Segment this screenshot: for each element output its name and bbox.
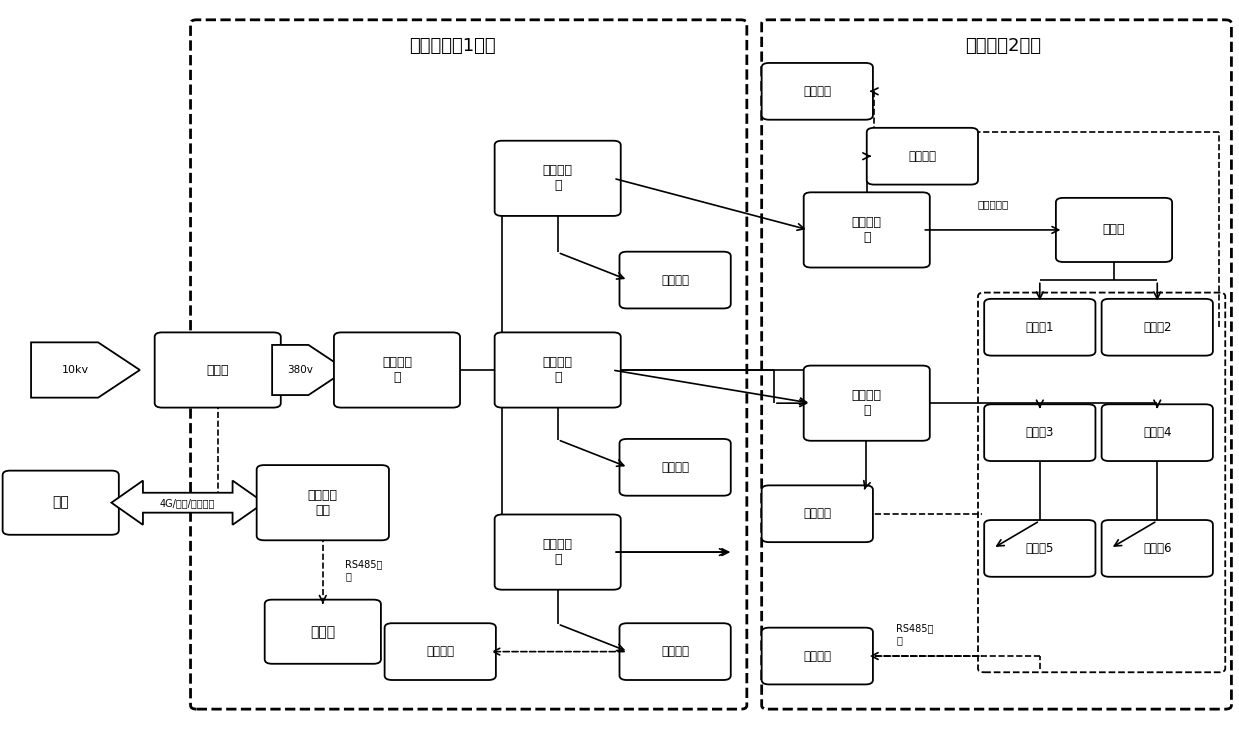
FancyBboxPatch shape xyxy=(804,192,929,268)
Text: 单相表4: 单相表4 xyxy=(1144,426,1172,439)
Text: 主站: 主站 xyxy=(52,496,69,510)
Text: 普通断路
器: 普通断路 器 xyxy=(851,216,882,244)
FancyBboxPatch shape xyxy=(620,252,731,309)
Text: 单相表5: 单相表5 xyxy=(1026,542,1054,555)
FancyBboxPatch shape xyxy=(804,366,929,441)
FancyBboxPatch shape xyxy=(384,623,496,680)
FancyBboxPatch shape xyxy=(762,628,873,684)
Text: 普通断路
器: 普通断路 器 xyxy=(543,538,572,566)
Text: 单相表1: 单相表1 xyxy=(1026,320,1054,334)
FancyBboxPatch shape xyxy=(494,514,621,590)
Text: 配电房（第1级）: 配电房（第1级） xyxy=(409,36,496,55)
FancyBboxPatch shape xyxy=(620,623,731,680)
Text: 三相表: 三相表 xyxy=(1103,223,1125,236)
Polygon shape xyxy=(112,480,264,525)
Text: 4G/光纤/中压载波: 4G/光纤/中压载波 xyxy=(160,498,216,508)
FancyBboxPatch shape xyxy=(867,128,978,184)
Text: 分支终端: 分支终端 xyxy=(426,645,455,658)
Text: 分支单元: 分支单元 xyxy=(662,645,689,658)
FancyBboxPatch shape xyxy=(494,141,621,216)
FancyBboxPatch shape xyxy=(335,332,460,408)
Text: 分支终端: 分支终端 xyxy=(803,650,831,662)
FancyBboxPatch shape xyxy=(256,465,389,540)
FancyBboxPatch shape xyxy=(984,299,1095,356)
FancyBboxPatch shape xyxy=(762,485,873,542)
Text: 单相表6: 单相表6 xyxy=(1144,542,1172,555)
FancyBboxPatch shape xyxy=(155,332,281,408)
Text: 分支单元: 分支单元 xyxy=(803,507,831,520)
FancyBboxPatch shape xyxy=(2,471,119,535)
Text: 母排断路
器: 母排断路 器 xyxy=(382,356,413,384)
Text: RS485总
线: RS485总 线 xyxy=(896,623,934,645)
FancyBboxPatch shape xyxy=(762,63,873,120)
FancyBboxPatch shape xyxy=(1101,299,1213,356)
FancyBboxPatch shape xyxy=(620,439,731,496)
Text: RS485总
线: RS485总 线 xyxy=(344,559,383,581)
Text: 普通断路
器: 普通断路 器 xyxy=(543,164,572,192)
Text: 380v: 380v xyxy=(286,365,312,375)
Text: 变压器: 变压器 xyxy=(207,363,229,377)
Text: 表箱（第2级）: 表箱（第2级） xyxy=(965,36,1041,55)
Text: 分支单元: 分支单元 xyxy=(662,461,689,474)
FancyBboxPatch shape xyxy=(1101,404,1213,461)
Text: 普通断路
器: 普通断路 器 xyxy=(543,356,572,384)
Text: 分支终端: 分支终端 xyxy=(803,85,831,98)
Text: 10kv: 10kv xyxy=(62,365,88,375)
FancyBboxPatch shape xyxy=(1101,520,1213,576)
Text: 分支单元: 分支单元 xyxy=(908,149,937,163)
Polygon shape xyxy=(31,343,140,397)
Text: 集中器: 集中器 xyxy=(310,625,336,639)
FancyBboxPatch shape xyxy=(494,332,621,408)
Text: 单相表2: 单相表2 xyxy=(1144,320,1172,334)
Polygon shape xyxy=(273,345,346,395)
Text: 普通断路
器: 普通断路 器 xyxy=(851,389,882,417)
FancyBboxPatch shape xyxy=(984,404,1095,461)
Text: 单相表3: 单相表3 xyxy=(1026,426,1054,439)
FancyBboxPatch shape xyxy=(984,520,1095,576)
Text: 电力线载波: 电力线载波 xyxy=(978,199,1009,209)
Text: 分支单元: 分支单元 xyxy=(662,274,689,286)
FancyBboxPatch shape xyxy=(265,599,380,664)
Text: 智能配变
终端: 智能配变 终端 xyxy=(307,488,338,517)
FancyBboxPatch shape xyxy=(1056,198,1172,262)
